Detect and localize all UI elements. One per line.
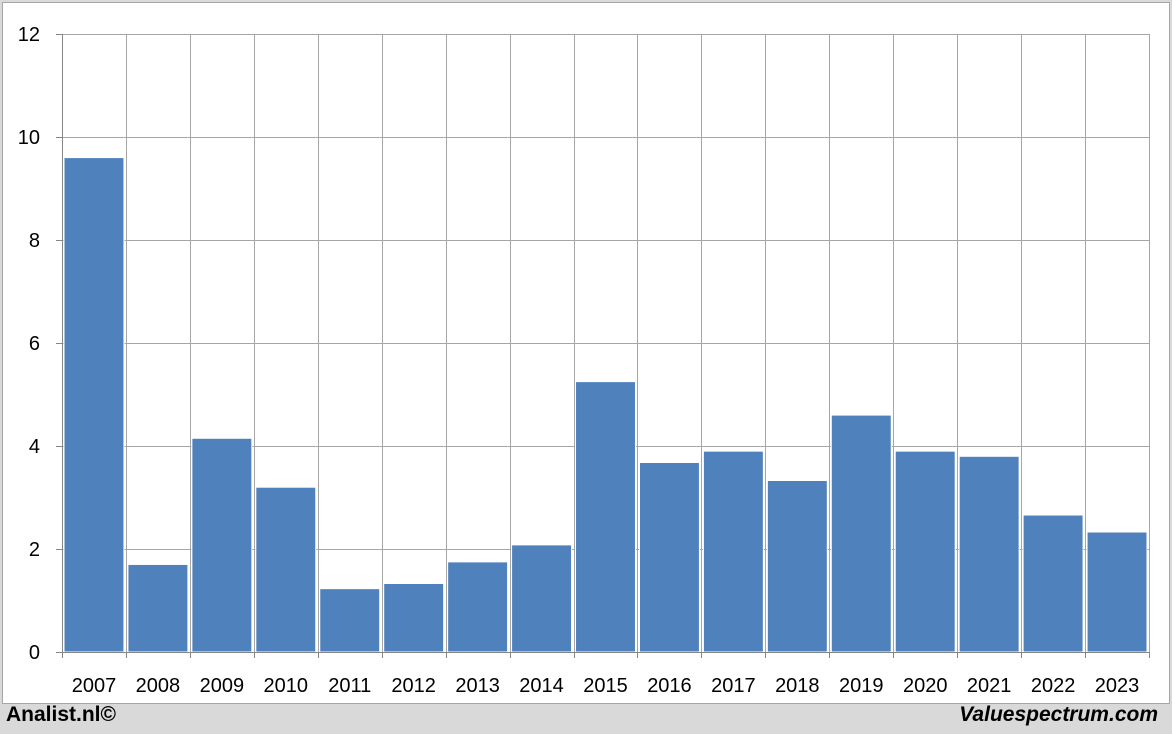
bar [1086,531,1148,653]
bar [766,480,828,653]
x-tick-label: 2007 [72,675,117,697]
bar [255,486,317,653]
bar [638,461,700,653]
bar [958,455,1020,653]
bar [191,437,253,653]
y-tick-label: 4 [29,436,40,458]
x-tick-label: 2012 [391,675,436,697]
x-tick-label: 2021 [967,675,1012,697]
x-tick-labels: 2007 2008 2009 2010 2011 2012 2013 2014 2015 2016… [72,675,1140,697]
bar [319,588,381,653]
bar [702,450,764,653]
bar [894,450,956,653]
x-tick-label: 2023 [1095,675,1140,697]
bars [63,157,1148,653]
axes [56,34,1150,658]
bar [63,157,125,653]
bar [830,414,892,653]
x-tick-label: 2009 [200,675,245,697]
x-tick-label: 2011 [328,675,371,697]
x-tick-label: 2010 [264,675,309,697]
y-tick-labels: 0 2 4 6 8 10 12 [18,24,40,664]
y-tick-label: 0 [29,642,40,664]
x-tick-label: 2016 [647,675,692,697]
x-tick-label: 2017 [711,675,756,697]
y-tick-label: 10 [18,127,40,149]
x-tick-label: 2013 [455,675,500,697]
x-tick-label: 2022 [1031,675,1076,697]
right-credit: Valuespectrum.com [959,703,1158,726]
bar [127,563,189,653]
y-tick-label: 12 [18,24,40,46]
x-tick-label: 2015 [583,675,628,697]
x-tick-label: 2008 [136,675,181,697]
bar [1022,514,1084,653]
x-tick-label: 2020 [903,675,948,697]
left-credit: Analist.nl© [6,703,116,726]
y-tick-label: 2 [29,539,40,561]
y-tick-label: 8 [29,230,40,252]
bar [511,544,573,653]
x-tick-label: 2018 [775,675,820,697]
bar [575,381,636,653]
bar [447,561,509,653]
x-tick-label: 2014 [519,675,564,697]
y-tick-label: 6 [29,333,40,355]
x-tick-label: 2019 [839,675,884,697]
bar [383,583,445,653]
